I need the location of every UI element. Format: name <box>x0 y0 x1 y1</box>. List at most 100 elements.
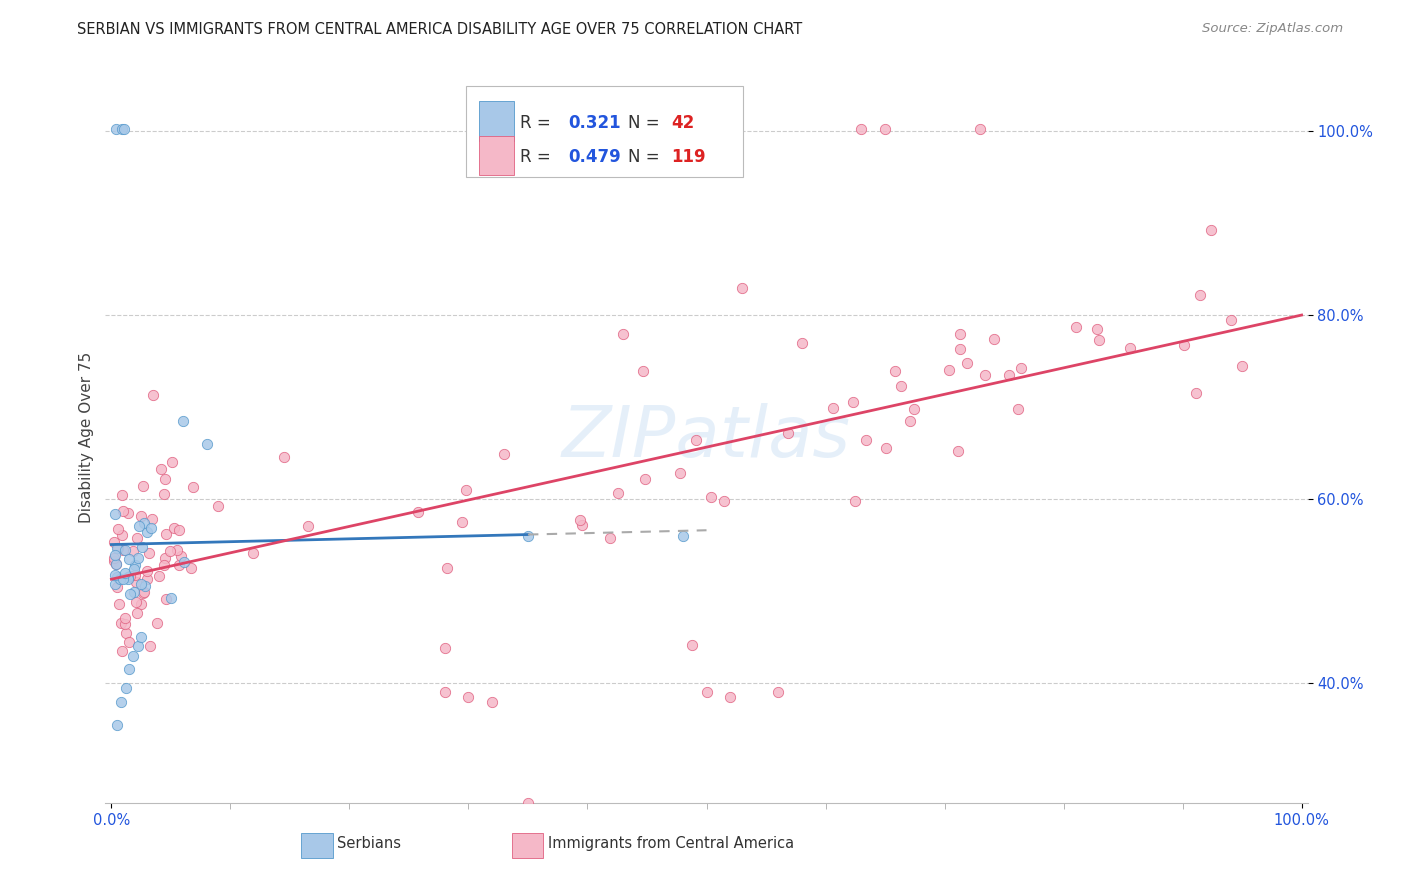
Y-axis label: Disability Age Over 75: Disability Age Over 75 <box>79 351 94 523</box>
FancyBboxPatch shape <box>301 833 333 858</box>
Point <box>242 546 264 560</box>
Point <box>125 606 148 620</box>
Point <box>118 587 141 601</box>
Point <box>696 685 718 699</box>
Point <box>104 568 127 582</box>
Point <box>731 280 754 294</box>
Point <box>821 401 844 415</box>
Point <box>117 570 139 584</box>
Point <box>155 472 177 486</box>
Point <box>1088 333 1111 347</box>
Point <box>111 572 134 586</box>
Point <box>131 586 153 600</box>
Text: 0.321: 0.321 <box>568 114 621 132</box>
Point <box>776 425 799 440</box>
Point <box>141 521 163 535</box>
Point <box>571 518 593 533</box>
Point <box>903 401 925 416</box>
Point <box>118 634 141 648</box>
Point <box>111 488 134 502</box>
Point <box>103 551 125 566</box>
Point <box>1219 313 1241 327</box>
Point <box>120 568 142 582</box>
Point <box>1118 341 1140 355</box>
Point <box>105 122 128 136</box>
Point <box>108 597 131 611</box>
Text: R =: R = <box>520 114 557 132</box>
Point <box>104 549 127 563</box>
Point <box>406 505 429 519</box>
Point <box>117 572 139 586</box>
Point <box>938 363 960 377</box>
Point <box>117 506 139 520</box>
Point <box>129 597 152 611</box>
Point <box>104 576 127 591</box>
Point <box>138 639 160 653</box>
Point <box>127 551 149 566</box>
Point <box>114 681 136 695</box>
Point <box>135 524 157 539</box>
Point <box>138 546 160 560</box>
Point <box>433 685 456 699</box>
Point <box>517 529 540 543</box>
Point <box>104 508 127 522</box>
Point <box>128 519 150 533</box>
Text: ZIPatlas: ZIPatlas <box>562 402 851 472</box>
Point <box>153 551 176 566</box>
Text: Serbians: Serbians <box>337 836 402 851</box>
Point <box>699 490 721 504</box>
Point <box>148 569 170 583</box>
Text: 0.479: 0.479 <box>568 148 621 166</box>
Point <box>111 643 134 657</box>
Point <box>1064 320 1087 334</box>
Point <box>969 122 991 136</box>
Point <box>124 562 146 576</box>
Point <box>105 717 128 731</box>
Point <box>457 690 479 704</box>
Point <box>111 528 134 542</box>
Text: SERBIAN VS IMMIGRANTS FROM CENTRAL AMERICA DISABILITY AGE OVER 75 CORRELATION CH: SERBIAN VS IMMIGRANTS FROM CENTRAL AMERI… <box>77 22 803 37</box>
Text: 42: 42 <box>672 114 695 132</box>
Point <box>127 640 149 654</box>
Point <box>433 641 456 656</box>
Point <box>129 509 152 524</box>
Point <box>851 122 873 136</box>
Point <box>456 483 478 497</box>
Point <box>167 558 190 572</box>
FancyBboxPatch shape <box>479 136 515 175</box>
Point <box>946 444 969 458</box>
Point <box>634 472 657 486</box>
Point <box>150 462 173 476</box>
Point <box>159 543 181 558</box>
Point <box>155 592 177 607</box>
Point <box>451 515 474 529</box>
Point <box>949 327 972 342</box>
Point <box>134 516 156 531</box>
Point <box>998 368 1021 382</box>
Point <box>195 437 218 451</box>
Point <box>481 695 503 709</box>
Point <box>127 531 149 545</box>
Point <box>172 414 194 428</box>
Point <box>153 558 176 572</box>
Text: N =: N = <box>628 114 665 132</box>
Point <box>124 568 146 582</box>
Point <box>107 580 129 594</box>
FancyBboxPatch shape <box>467 86 742 178</box>
Point <box>145 615 167 630</box>
Point <box>713 494 735 508</box>
Point <box>841 395 863 409</box>
Point <box>114 611 136 625</box>
Point <box>1007 401 1029 416</box>
Point <box>875 441 897 455</box>
Point <box>122 543 145 558</box>
Point <box>131 540 153 554</box>
Point <box>633 364 655 378</box>
Point <box>121 648 143 663</box>
Point <box>114 543 136 558</box>
Point <box>599 531 621 545</box>
Point <box>494 447 516 461</box>
Point <box>111 543 134 558</box>
Point <box>114 122 136 136</box>
Point <box>107 541 129 556</box>
